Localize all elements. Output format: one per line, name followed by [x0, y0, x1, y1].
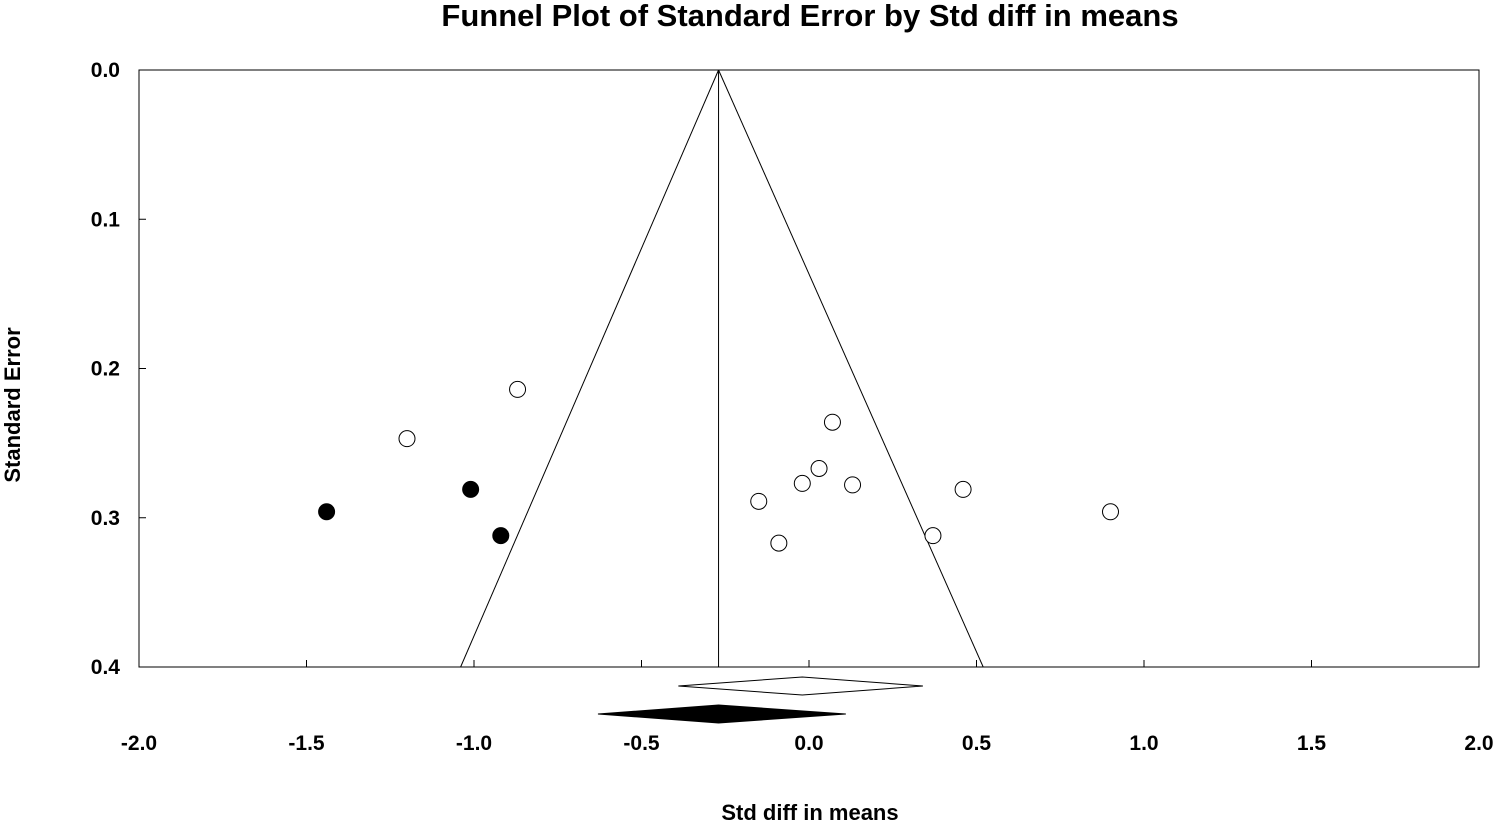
x-tick-label: -1.5 [288, 732, 325, 755]
y-tick-label: 0.2 [91, 358, 120, 381]
imputed-summary-diamond [597, 704, 846, 724]
funnel-lines [460, 69, 984, 668]
y-axis-label: Standard Error [0, 327, 25, 483]
x-axis-label: Std diff in means [721, 800, 898, 821]
observed-study-point [1102, 503, 1119, 521]
y-tick-label: 0.1 [91, 208, 121, 231]
observed-study-point [398, 430, 416, 448]
summary-diamonds [597, 676, 923, 724]
observed-study-point [750, 492, 768, 510]
funnel-right-line [718, 69, 984, 668]
study-points [318, 380, 1119, 552]
x-tick-label: 0.5 [962, 732, 992, 755]
y-axis-ticks: 0.0 0.1 0.2 0.3 0.4 [91, 59, 146, 679]
plot-area-frame [138, 69, 1480, 668]
imputed-study-point [492, 527, 510, 545]
y-tick-label: 0.0 [91, 59, 120, 82]
x-tick-label: 0.0 [794, 732, 823, 755]
x-tick-label: 1.0 [1129, 732, 1158, 755]
observed-study-point [810, 459, 828, 477]
observed-study-point [844, 476, 862, 494]
imputed-study-point [462, 480, 480, 498]
observed-study-point [823, 413, 841, 431]
x-axis-ticks: -2.0 -1.5 -1.0 -0.5 0.0 0.5 1.0 1.5 2.0 [121, 660, 1494, 755]
x-tick-label: 2.0 [1464, 732, 1493, 755]
imputed-study-point [318, 503, 336, 521]
x-tick-label: -0.5 [623, 732, 660, 755]
chart-title: Funnel Plot of Standard Error by Std dif… [441, 0, 1178, 33]
x-tick-label: -1.0 [456, 732, 492, 755]
y-tick-label: 0.3 [91, 507, 120, 530]
y-tick-label: 0.4 [91, 656, 121, 679]
observed-study-point [924, 527, 942, 545]
x-tick-label: -2.0 [121, 732, 157, 755]
observed-study-point [770, 534, 788, 552]
x-tick-label: 1.5 [1297, 732, 1327, 755]
funnel-left-line [460, 69, 720, 668]
observed-study-point [793, 474, 811, 492]
observed-study-point [954, 480, 972, 498]
observed-summary-diamond [678, 676, 923, 696]
observed-study-point [509, 380, 527, 398]
